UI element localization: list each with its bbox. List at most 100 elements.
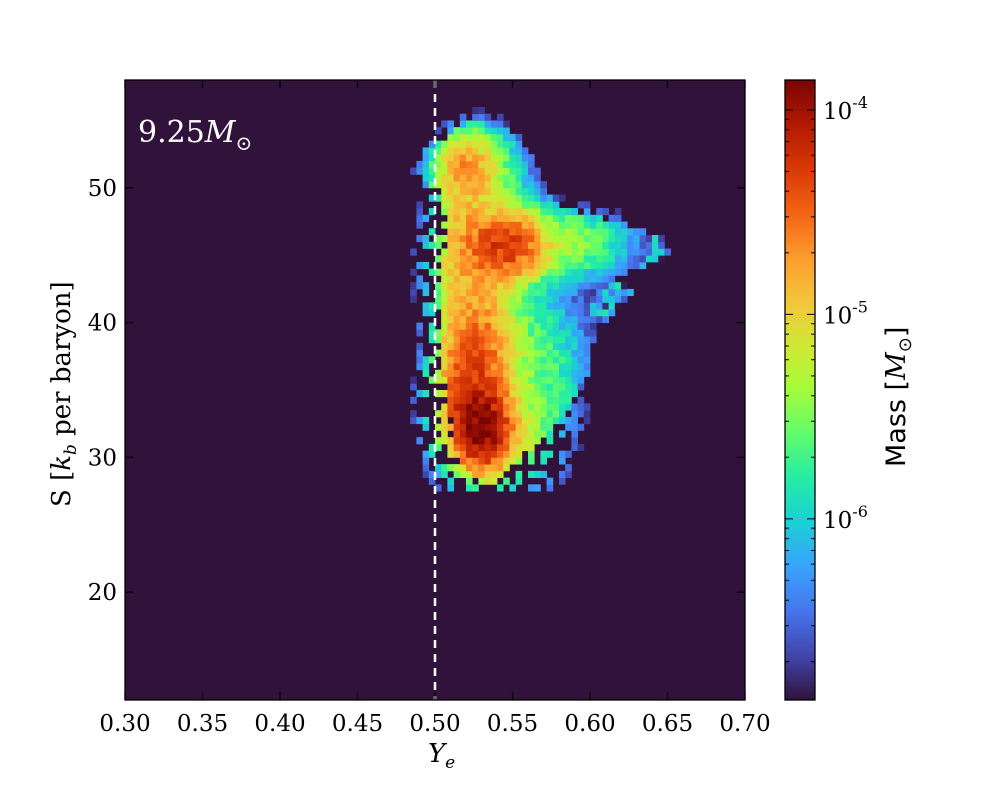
heatmap-cell	[490, 315, 498, 324]
heatmap-cell	[447, 133, 454, 142]
heatmap-cell	[441, 295, 448, 303]
heatmap-cell	[447, 208, 454, 216]
heatmap-cell	[441, 363, 448, 371]
heatmap-cell	[497, 228, 504, 236]
heatmap-cell	[466, 140, 473, 148]
heatmap-cell	[497, 349, 504, 357]
heatmap-cell	[478, 477, 485, 485]
heatmap-cell	[503, 322, 510, 330]
heatmap-cell	[614, 302, 622, 310]
heatmap-cell	[490, 255, 498, 263]
heatmap-cell	[478, 390, 485, 398]
heatmap-cell	[503, 457, 510, 465]
heatmap-cell	[497, 403, 504, 411]
heatmap-cell	[571, 261, 578, 270]
heatmap-cell	[509, 302, 516, 310]
heatmap-cell	[416, 221, 423, 229]
heatmap-cell	[410, 376, 417, 384]
heatmap-cell	[497, 315, 504, 324]
heatmap-cell	[565, 282, 572, 290]
heatmap-cell	[621, 268, 628, 276]
heatmap-cell	[478, 147, 485, 155]
heatmap-cell	[453, 329, 461, 337]
heatmap-cell	[559, 376, 566, 384]
heatmap-cell	[577, 376, 585, 384]
heatmap-cell	[521, 221, 529, 229]
heatmap-cell	[602, 255, 609, 263]
y-axis-ticks: 20 30 40 50	[88, 176, 745, 606]
heatmap-cell	[571, 363, 578, 371]
heatmap-cell	[503, 423, 510, 431]
heatmap-cell	[590, 315, 597, 324]
heatmap-cell	[459, 255, 467, 263]
heatmap-cell	[490, 261, 498, 270]
heatmap-cell	[565, 261, 572, 270]
heatmap-cell	[497, 187, 504, 195]
heatmap-cell	[490, 349, 498, 357]
heatmap-cell	[534, 241, 541, 249]
heatmap-cell	[459, 443, 467, 452]
heatmap-cell	[521, 336, 529, 344]
x-axis-label: Ye	[428, 739, 455, 773]
heatmap-cell	[466, 174, 473, 182]
heatmap-cell	[490, 214, 498, 222]
heatmap-cells	[410, 106, 671, 492]
heatmap-cell	[435, 410, 442, 418]
heatmap-cell	[459, 133, 467, 142]
heatmap-cell	[497, 174, 504, 182]
heatmap-cell	[503, 181, 510, 189]
heatmap-cell	[608, 288, 616, 297]
heatmap-cell	[509, 410, 516, 418]
heatmap-cell	[540, 416, 547, 425]
heatmap-cell	[447, 349, 454, 357]
heatmap-cell	[416, 282, 423, 290]
heatmap-cell	[453, 140, 461, 148]
heatmap-cell	[459, 410, 467, 418]
heatmap-cell	[577, 383, 585, 391]
heatmap-cell	[559, 336, 566, 344]
heatmap-cell	[503, 376, 510, 384]
heatmap-cell	[459, 416, 467, 425]
heatmap-cell	[490, 127, 498, 135]
heatmap-cell	[596, 208, 603, 216]
heatmap-cell	[515, 342, 523, 350]
heatmap-cell	[540, 430, 547, 438]
heatmap-cell	[478, 423, 485, 431]
heatmap-cell	[441, 167, 448, 175]
heatmap-cell	[614, 255, 622, 263]
heatmap-cell	[435, 376, 442, 384]
heatmap-cell	[515, 437, 523, 445]
heatmap-cell	[509, 349, 516, 357]
heatmap-cell	[466, 275, 473, 283]
heatmap-cell	[521, 241, 529, 249]
heatmap-cell	[453, 181, 461, 189]
heatmap-cell	[621, 235, 628, 243]
heatmap-cell	[466, 208, 473, 216]
heatmap-cell	[459, 336, 467, 344]
heatmap-cell	[546, 477, 554, 485]
heatmap-cell	[503, 309, 510, 317]
heatmap-cell	[515, 450, 523, 458]
heatmap-cell	[546, 423, 554, 431]
heatmap-cell	[515, 396, 523, 404]
heatmap-cell	[614, 221, 622, 229]
heatmap-cell	[602, 241, 609, 249]
heatmap-cell	[546, 369, 554, 377]
heatmap-cell	[497, 113, 504, 121]
heatmap-cell	[447, 450, 454, 458]
heatmap-cell	[540, 228, 547, 236]
heatmap-cell	[490, 167, 498, 175]
heatmap-cell	[608, 302, 616, 310]
heatmap-cell	[540, 268, 547, 276]
heatmap-cell	[453, 295, 461, 303]
heatmap-cell	[435, 147, 442, 155]
heatmap-cell	[528, 396, 535, 404]
heatmap-cell	[466, 194, 473, 202]
heatmap-cell	[503, 228, 510, 236]
heatmap-cell	[410, 295, 417, 303]
heatmap-cell	[490, 437, 498, 445]
heatmap-cell	[639, 228, 647, 236]
heatmap-cell	[428, 470, 436, 479]
heatmap-cell	[614, 268, 622, 276]
heatmap-cell	[577, 235, 585, 243]
